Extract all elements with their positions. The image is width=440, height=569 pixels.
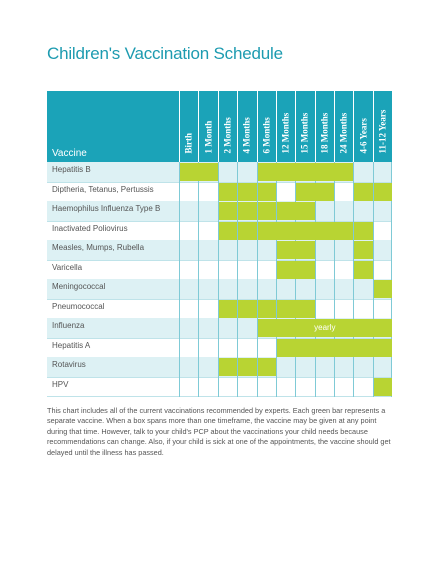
row-divider bbox=[47, 298, 392, 300]
vaccine-name: Hepatitis B bbox=[52, 165, 91, 174]
vaccine-name: Meningococcal bbox=[52, 282, 106, 291]
vaccine-name: Pneumococcal bbox=[52, 301, 105, 311]
vaccine-name: Rotavirus bbox=[52, 360, 86, 369]
column-gridline bbox=[391, 162, 393, 397]
column-gridline bbox=[256, 162, 258, 397]
vaccine-bar bbox=[218, 221, 238, 240]
vaccine-bar bbox=[180, 163, 218, 181]
vaccine-bar bbox=[257, 202, 276, 220]
column-header: 4 Months bbox=[237, 91, 256, 162]
table-row: Hepatitis A bbox=[47, 338, 392, 358]
column-header-label: 2 Months bbox=[222, 117, 233, 154]
vaccine-bar bbox=[257, 163, 354, 181]
column-header: 18 Months bbox=[314, 91, 334, 162]
column-header: 11-12 Years bbox=[372, 91, 392, 162]
row-divider bbox=[47, 259, 392, 261]
vaccine-bar bbox=[257, 182, 276, 201]
vaccine-bar bbox=[257, 319, 393, 337]
column-header-label: 1 Month bbox=[203, 120, 214, 154]
row-divider bbox=[47, 337, 392, 339]
page-title: Children's Vaccination Schedule bbox=[47, 44, 283, 63]
table-row: Measles, Mumps, Rubella bbox=[47, 240, 392, 260]
column-header-label: 12 Months bbox=[280, 112, 291, 154]
column-header: 4-6 Years bbox=[353, 91, 372, 162]
vaccine-bar bbox=[257, 299, 276, 318]
vaccine-bar bbox=[218, 299, 238, 318]
vaccine-name: Measles, Mumps, Rubella bbox=[52, 243, 145, 252]
vaccine-name: Diptheria, Tetanus, Pertussis bbox=[52, 184, 154, 194]
vaccine-bar bbox=[296, 182, 334, 201]
vaccine-bar bbox=[238, 299, 257, 318]
row-divider bbox=[47, 376, 392, 378]
column-gridline bbox=[275, 162, 277, 397]
vaccine-bar bbox=[354, 241, 373, 259]
table-row: HPV bbox=[47, 377, 392, 397]
vaccine-column-header: Vaccine bbox=[52, 148, 87, 159]
vaccine-bar bbox=[238, 358, 257, 376]
vaccine-bar bbox=[276, 202, 315, 220]
column-header: 6 Months bbox=[256, 91, 276, 162]
row-divider bbox=[47, 181, 392, 183]
table-row: Meningococcal bbox=[47, 279, 392, 299]
bar-label: yearly bbox=[314, 323, 336, 332]
vaccine-bar bbox=[373, 280, 393, 298]
column-gridline bbox=[353, 162, 355, 397]
vaccine-name: Varicella bbox=[52, 262, 83, 272]
column-header-label: 11-12 Years bbox=[377, 109, 388, 154]
vaccine-bar bbox=[257, 221, 354, 240]
column-header: 15 Months bbox=[295, 91, 314, 162]
vaccine-name: Hepatitis A bbox=[52, 340, 91, 350]
column-gridline bbox=[179, 162, 180, 397]
vaccine-bar bbox=[354, 260, 373, 279]
column-header-label: 4-6 Years bbox=[358, 118, 369, 154]
column-header: 1 Month bbox=[198, 91, 217, 162]
column-header-label: 18 Months bbox=[319, 112, 330, 154]
column-header-label: 15 Months bbox=[299, 112, 310, 154]
vaccine-bar bbox=[238, 221, 257, 240]
column-gridline bbox=[198, 162, 200, 397]
column-header: Birth bbox=[179, 91, 198, 162]
vaccine-bar bbox=[276, 299, 315, 318]
column-header: 12 Months bbox=[275, 91, 295, 162]
table-row: Varicella bbox=[47, 260, 392, 280]
vaccine-bar bbox=[218, 358, 238, 376]
vaccine-name: Influenza bbox=[52, 321, 85, 330]
column-header: 24 Months bbox=[334, 91, 353, 162]
column-gridline bbox=[314, 162, 316, 397]
column-header-label: 4 Months bbox=[241, 117, 252, 154]
vaccine-bar bbox=[276, 260, 315, 279]
column-header-label: Birth bbox=[183, 132, 194, 154]
row-divider bbox=[47, 220, 392, 222]
explanatory-note: This chart includes all of the current v… bbox=[47, 406, 391, 457]
vaccine-name: Haemophilus Influenza Type B bbox=[52, 204, 161, 213]
vaccine-bar bbox=[354, 221, 373, 240]
table-row: Diptheria, Tetanus, Pertussis bbox=[47, 182, 392, 202]
table-row: Inactivated Poliovirus bbox=[47, 221, 392, 241]
vaccine-bar bbox=[218, 202, 238, 220]
column-gridline bbox=[295, 162, 297, 397]
vaccine-bar bbox=[354, 182, 373, 201]
vaccine-bar bbox=[238, 182, 257, 201]
column-gridline bbox=[334, 162, 335, 397]
column-gridline bbox=[372, 162, 374, 397]
vaccine-bar bbox=[257, 358, 276, 376]
table-row: Pneumococcal bbox=[47, 299, 392, 319]
vaccine-name: HPV bbox=[52, 379, 69, 389]
vaccine-bar bbox=[238, 202, 257, 220]
vaccine-bar bbox=[276, 241, 315, 259]
row-divider bbox=[47, 396, 392, 397]
vaccination-schedule-chart: Vaccine Hepatitis B Diptheria, Tetanus, P… bbox=[47, 91, 393, 397]
vaccine-bar bbox=[218, 182, 238, 201]
column-gridline bbox=[217, 162, 219, 397]
vaccine-name: Inactivated Poliovirus bbox=[52, 223, 128, 233]
column-gridline bbox=[237, 162, 239, 397]
column-header-label: 24 Months bbox=[338, 112, 349, 154]
column-header: 2 Months bbox=[217, 91, 237, 162]
vaccine-bar bbox=[276, 338, 393, 357]
vaccine-bar bbox=[373, 377, 393, 396]
column-header-label: 6 Months bbox=[261, 117, 272, 154]
vaccine-bar bbox=[373, 182, 393, 201]
